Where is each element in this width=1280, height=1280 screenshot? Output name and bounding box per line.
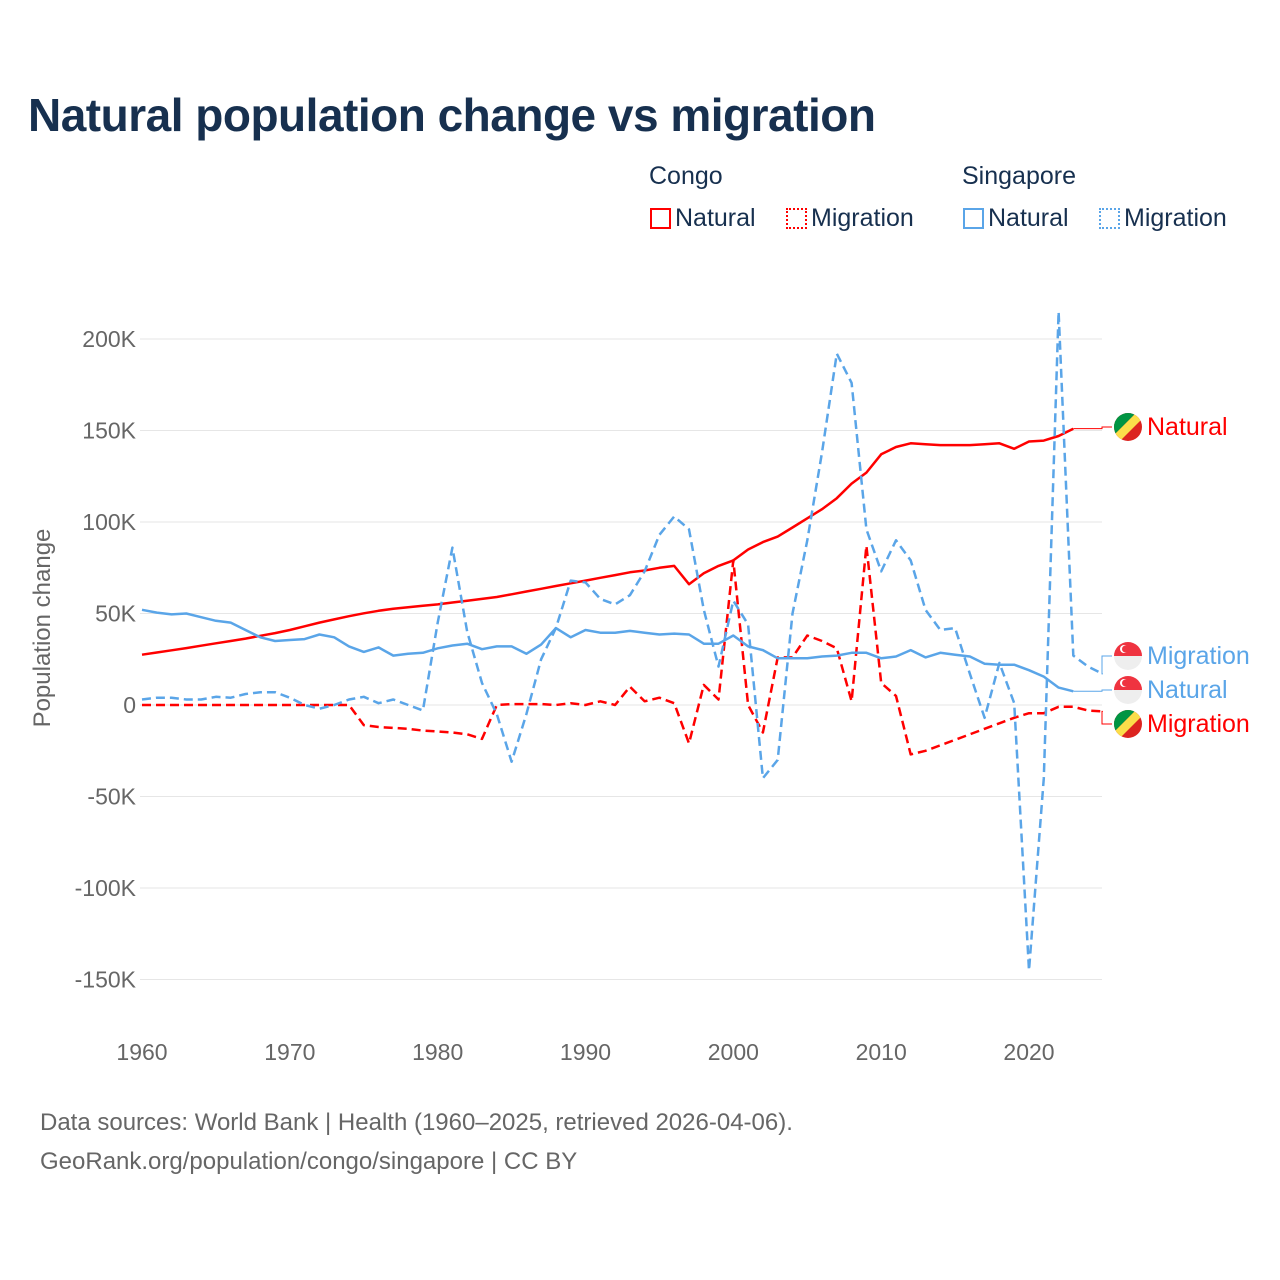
x-tick-label: 2000 xyxy=(708,1039,759,1065)
end-label: Natural xyxy=(1147,676,1228,704)
legend-swatch-dotted xyxy=(786,208,807,229)
legend-group-congo: Congo xyxy=(649,162,723,190)
x-tick-label: 1990 xyxy=(560,1039,611,1065)
y-tick-label: -50K xyxy=(87,784,136,810)
x-tick-label: 2020 xyxy=(1003,1039,1054,1065)
x-tick-label: 2010 xyxy=(856,1039,907,1065)
series-line-singapore-natural xyxy=(141,608,1074,693)
congo-flag-icon xyxy=(1114,413,1142,441)
y-tick-label: 100K xyxy=(82,509,136,535)
flag-moon-cut xyxy=(1122,679,1129,687)
legend-group-singapore: Singapore xyxy=(962,162,1076,190)
congo-flag-icon xyxy=(1114,710,1142,738)
flag-red xyxy=(1114,413,1142,441)
series-line-congo-migration xyxy=(142,544,1103,756)
legend-congo-natural[interactable]: Natural xyxy=(650,204,756,233)
y-tick-label: 50K xyxy=(95,601,137,627)
legend-label: Natural xyxy=(675,204,756,232)
legend-label: Migration xyxy=(811,204,914,232)
end-label: Natural xyxy=(1147,413,1228,441)
end-label-connector xyxy=(1073,426,1112,430)
end-label-connector xyxy=(1101,710,1112,725)
flag-white xyxy=(1114,642,1142,670)
end-label-connector xyxy=(1101,655,1112,675)
legend-singapore-natural[interactable]: Natural xyxy=(963,204,1069,233)
chart-title: Natural population change vs migration xyxy=(28,89,876,141)
series-line-singapore-migration xyxy=(141,310,1104,972)
source-line-1: Data sources: World Bank | Health (1960–… xyxy=(40,1109,793,1136)
flag-white xyxy=(1114,676,1142,704)
flag-fill xyxy=(1114,642,1142,670)
end-label: Migration xyxy=(1147,642,1250,670)
flag-fill xyxy=(1114,413,1142,441)
legend-label: Natural xyxy=(988,204,1069,232)
flag-green xyxy=(1114,710,1136,732)
flag-green xyxy=(1114,413,1136,435)
singapore-flag-icon xyxy=(1114,676,1142,704)
flag-red xyxy=(1114,642,1142,656)
x-tick-label: 1960 xyxy=(116,1039,167,1065)
source-line-2: GeoRank.org/population/congo/singapore |… xyxy=(40,1148,578,1175)
legend-congo-migration[interactable]: Migration xyxy=(786,204,914,233)
y-tick-label: -100K xyxy=(75,875,137,901)
legend-swatch-solid xyxy=(650,208,671,229)
y-tick-label: 200K xyxy=(82,326,136,352)
legend-swatch-dotted xyxy=(1099,208,1120,229)
y-tick-label: -150K xyxy=(75,967,137,993)
flag-yellow xyxy=(1114,413,1142,441)
flag-red xyxy=(1114,676,1142,690)
flag-moon-cut xyxy=(1122,645,1129,653)
y-tick-label: 0 xyxy=(123,692,136,718)
legend-label: Migration xyxy=(1124,204,1227,232)
y-axis-label: Population change xyxy=(29,529,56,728)
flag-fill xyxy=(1114,710,1142,738)
flag-yellow xyxy=(1114,710,1142,738)
x-tick-label: 1970 xyxy=(264,1039,315,1065)
y-tick-label: 150K xyxy=(82,418,136,444)
singapore-flag-icon xyxy=(1114,642,1142,670)
end-label-connector xyxy=(1073,689,1112,692)
flag-moon xyxy=(1120,645,1128,653)
flag-red xyxy=(1114,710,1142,738)
end-label: Migration xyxy=(1147,710,1250,738)
legend-swatch-solid xyxy=(963,208,984,229)
flag-fill xyxy=(1114,676,1142,704)
legend-singapore-migration[interactable]: Migration xyxy=(1099,204,1227,233)
x-tick-label: 1980 xyxy=(412,1039,463,1065)
series-line-congo-natural xyxy=(141,427,1074,656)
flag-moon xyxy=(1120,679,1128,687)
